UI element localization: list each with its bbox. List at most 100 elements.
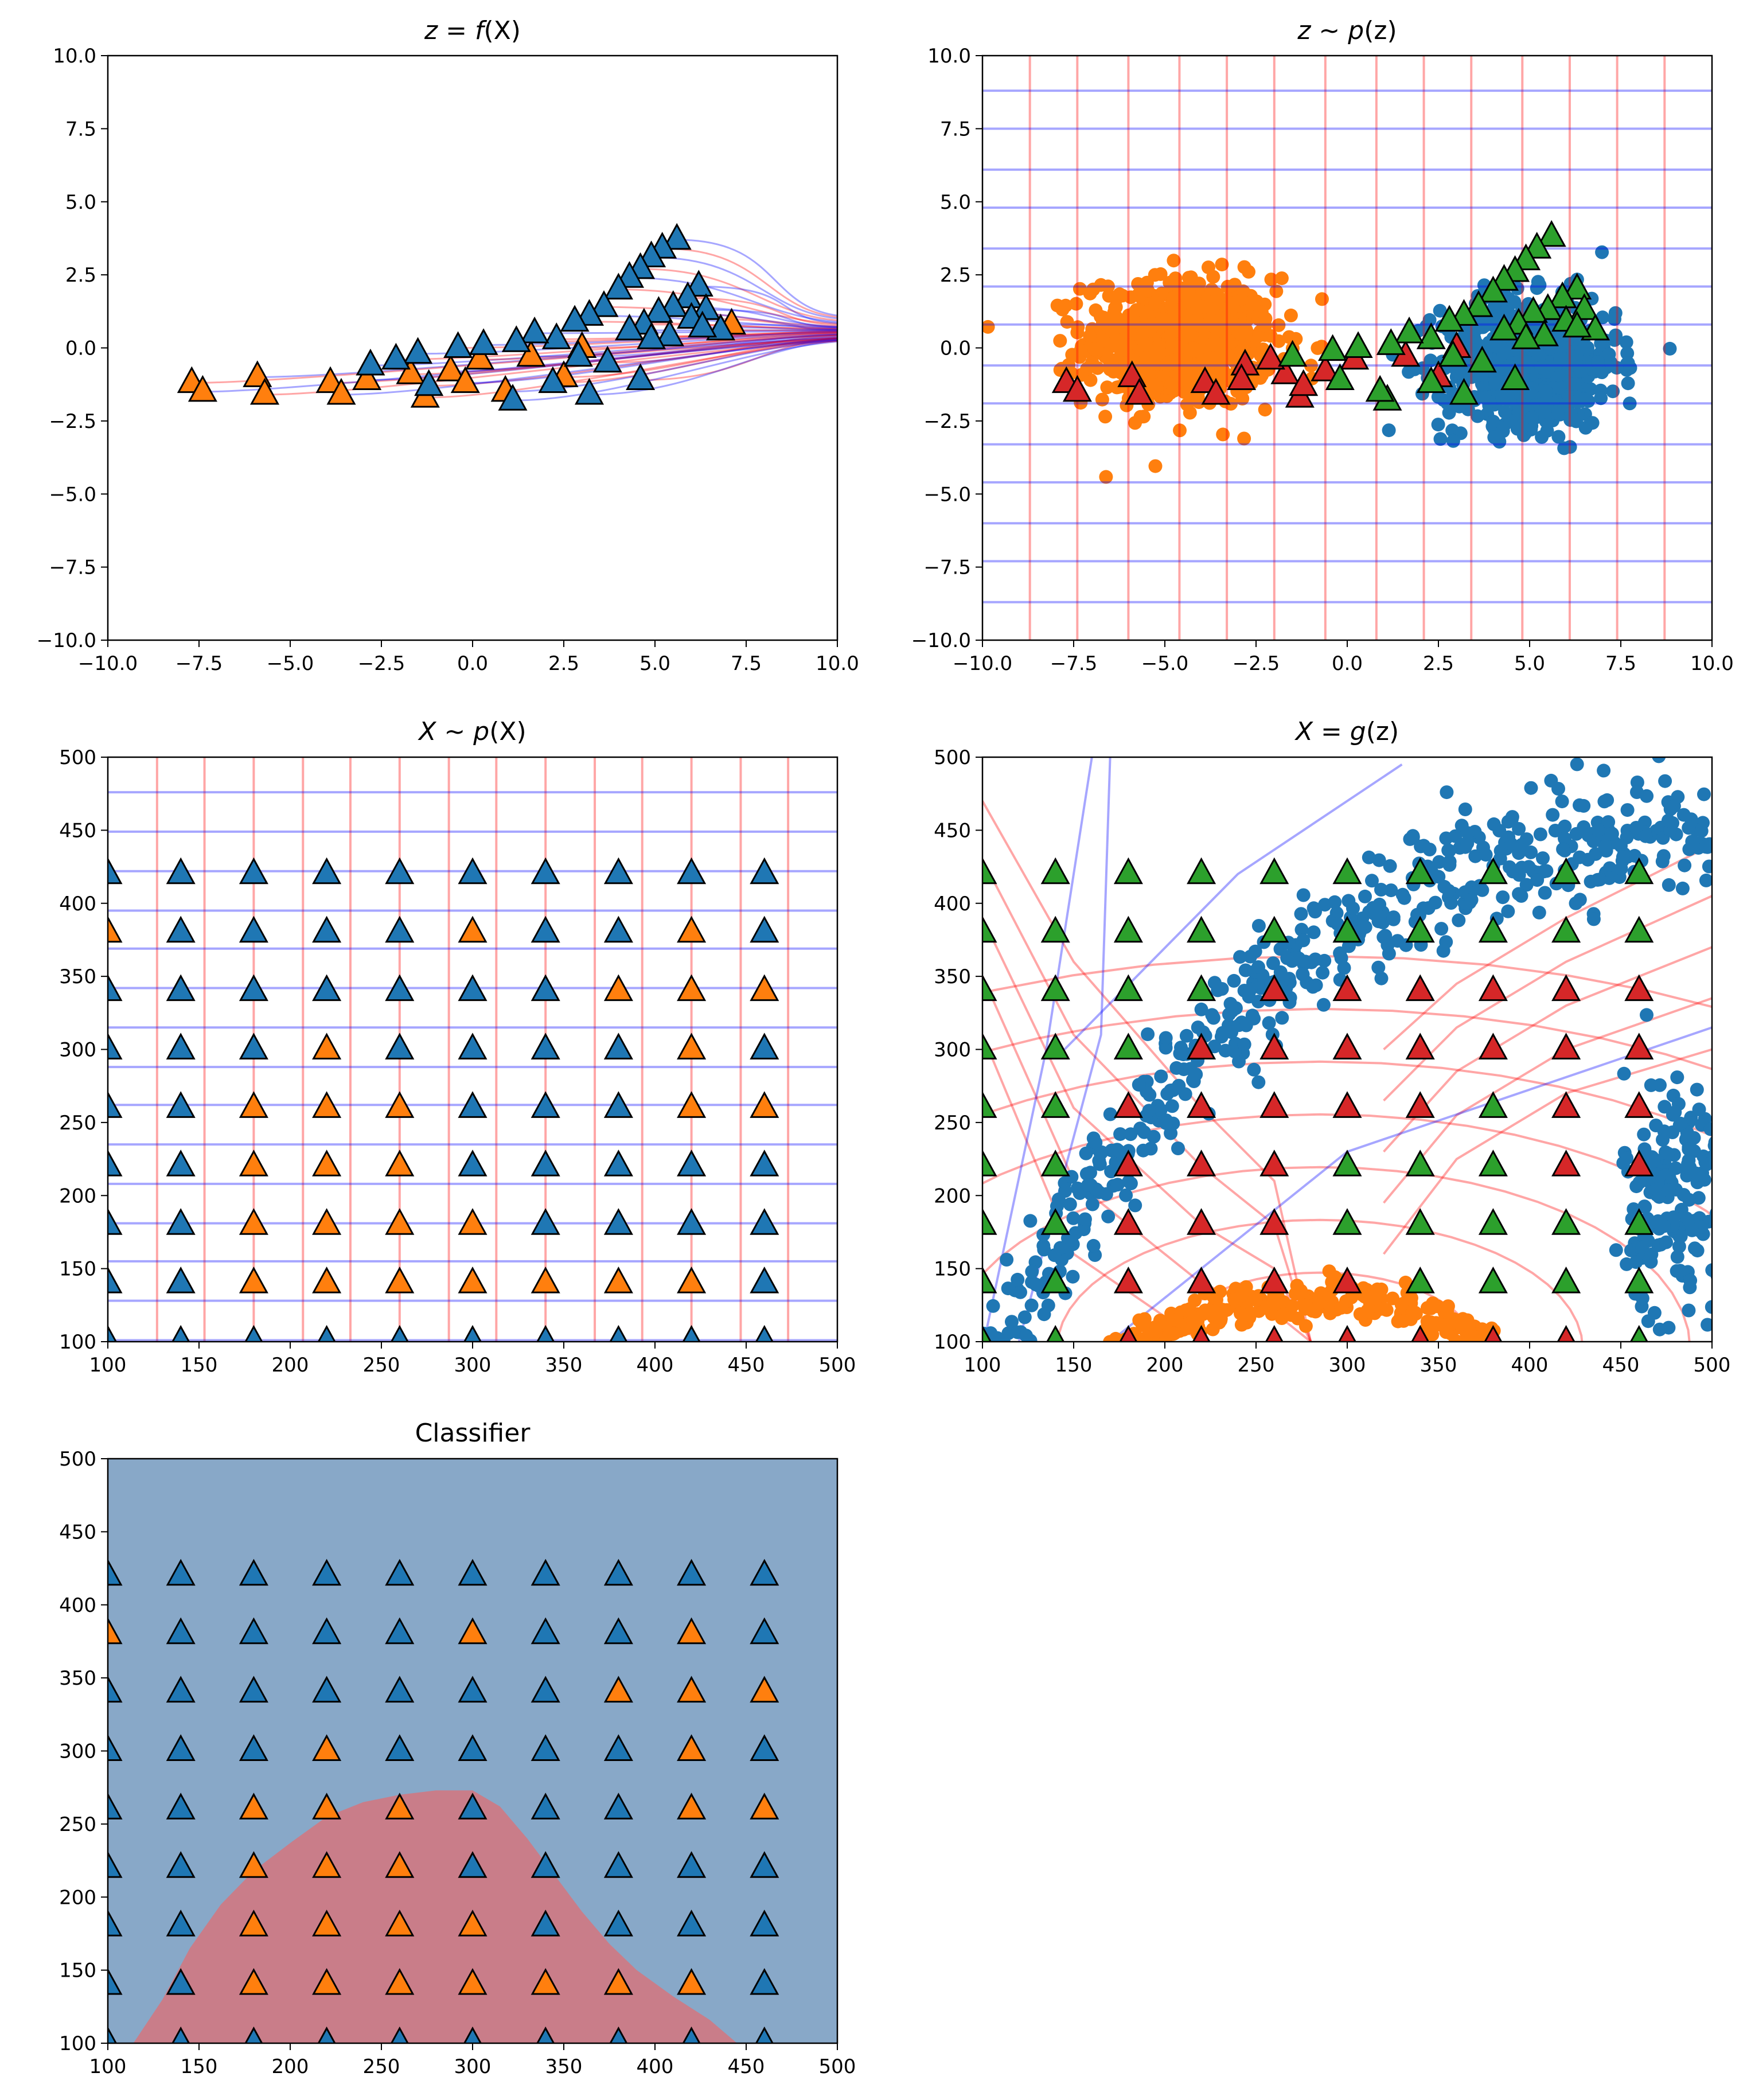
blue-latent-sample [1535,430,1549,444]
blue-triangle-point [755,2026,774,2043]
blue-triangle-point [385,1033,415,1059]
blue-triangle-point [750,915,779,943]
red-triangle-point [1124,377,1155,405]
blue-generated-sample [1207,1039,1222,1054]
blue-triangle-point [603,1150,633,1176]
green-triangle-point [1040,1150,1070,1176]
blue-latent-sample [1663,341,1677,356]
x-g-z-x-tick-label: 400 [1511,1354,1549,1377]
orange-triangle-point [750,1676,779,1703]
blue-generated-sample [1124,1176,1138,1191]
flow-line [640,337,837,381]
orange-latent-sample [1098,313,1112,328]
blue-generated-sample [1699,840,1712,854]
x-g-z-x-tick-label: 250 [1238,1354,1275,1377]
blue-latent-sample [1606,384,1620,399]
blue-triangle-point [108,1851,123,1878]
z-p-z-y-tick-label: 7.5 [940,118,971,141]
blue-latent-sample [1608,312,1621,326]
generated-samples [982,757,1739,1410]
orange-generated-sample [1148,1324,1163,1338]
z-f-x-x-tick-label: −2.5 [358,652,405,675]
blue-generated-sample [1262,1016,1276,1030]
blue-generated-sample [1551,782,1565,796]
classifier-x-tick-label: 400 [637,2055,674,2078]
blue-generated-sample [1070,1181,1085,1195]
blue-triangle-point [673,281,703,309]
blue-triangle-point [108,1910,123,1937]
blue-generated-sample [1629,1255,1643,1269]
green-triangle-point [1278,340,1308,367]
orange-triangle-point [603,1967,633,1995]
red-triangle-point [1332,1091,1362,1118]
x-p-x-axes: 100 150 200 250 300 350 400 450 500 100 150 200 250 3… [59,746,856,1377]
blue-triangle-point [312,915,342,943]
panel-z-p-z: −10.0 −7.5 −5.0 −2.5 0.0 2.5 5.0 7.5 10.0 −10.0 −7… [911,16,1734,675]
green-triangle-point [1500,363,1530,390]
blue-triangle-point [171,2026,190,2043]
orange-latent-sample [1174,340,1188,354]
blue-triangle-point [108,1208,123,1235]
x-p-x-y-tick-label: 350 [59,965,96,988]
green-triangle-point [1405,915,1435,943]
orange-generated-sample [1202,1306,1216,1320]
blue-generated-sample [986,1299,1000,1313]
blue-generated-sample [1725,1229,1739,1242]
blue-triangle-point [677,1851,707,1878]
orange-latent-sample [982,320,995,334]
orange-latent-sample [1147,317,1161,332]
warped-grid-line-red [982,1060,1712,1137]
blue-generated-sample [1004,1396,1018,1410]
green-triangle-point [1551,1208,1581,1235]
orange-generated-sample [1290,1279,1304,1293]
blue-generated-sample [1694,824,1709,838]
flow-line [552,338,837,384]
blue-triangle-point [682,1324,701,1342]
orange-triangle-point [385,1793,415,1820]
blue-triangle-point [239,1033,268,1059]
orange-latent-sample [1198,300,1211,314]
classifier-y-tick-label: 500 [59,1448,96,1471]
blue-triangle-point [385,974,415,1002]
orange-latent-sample [1236,284,1250,298]
blue-generated-sample [1680,1213,1694,1227]
green-triangle-point [1551,915,1581,943]
triangle-markers [108,857,779,1342]
green-triangle-point [1394,316,1424,344]
red-triangle-point [1551,1150,1581,1176]
blue-generated-sample [1536,851,1550,866]
blue-generated-sample [1699,873,1712,887]
orange-latent-sample [1074,344,1088,357]
warped-grid-line-red [1056,1218,1584,1342]
blue-triangle-point [563,340,593,367]
orange-latent-sample [1083,329,1097,343]
green-triangle-point [982,1033,997,1059]
x-g-z-y-tick-label: 250 [934,1112,971,1135]
blue-generated-sample [984,1389,997,1402]
blue-latent-sample [1446,434,1460,448]
blue-generated-sample [1172,1078,1186,1093]
blue-generated-sample [1598,840,1612,854]
x-p-x-x-tick-label: 400 [637,1354,674,1377]
green-triangle-point [982,857,997,885]
orange-generated-sample [1420,1314,1434,1328]
orange-latent-sample [1226,316,1241,330]
green-triangle-point [1365,375,1395,402]
blue-generated-sample [1442,855,1457,869]
orange-latent-sample [1216,427,1230,442]
orange-triangle-point [458,915,488,943]
red-triangle-point [1187,1208,1216,1235]
blue-generated-sample [1362,850,1376,864]
blue-generated-sample [1501,904,1515,918]
orange-generated-sample [1312,1296,1327,1310]
red-triangle-point [1289,369,1319,396]
red-triangle-point [1259,1091,1289,1118]
flow-line [677,239,837,317]
x-p-x-x-tick-label: 250 [363,1354,400,1377]
blue-generated-sample [1676,1188,1691,1202]
blue-generated-sample [1586,834,1601,848]
blue-generated-sample [996,1334,1011,1342]
flow-line [662,247,837,318]
blue-generated-sample [1247,1011,1261,1026]
blue-triangle-point [108,1266,123,1293]
